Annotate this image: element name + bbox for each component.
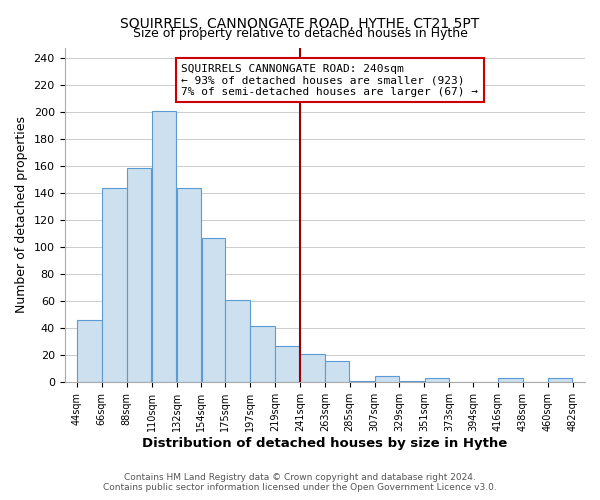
Bar bbox=[548, 378, 572, 382]
Bar bbox=[127, 168, 151, 382]
Text: Contains HM Land Registry data © Crown copyright and database right 2024.
Contai: Contains HM Land Registry data © Crown c… bbox=[103, 473, 497, 492]
Bar bbox=[226, 300, 250, 382]
Text: SQUIRRELS, CANNONGATE ROAD, HYTHE, CT21 5PT: SQUIRRELS, CANNONGATE ROAD, HYTHE, CT21 … bbox=[121, 18, 479, 32]
Bar bbox=[425, 378, 449, 382]
Bar bbox=[152, 111, 176, 382]
Bar bbox=[275, 346, 300, 383]
Text: SQUIRRELS CANNONGATE ROAD: 240sqm
← 93% of detached houses are smaller (923)
7% : SQUIRRELS CANNONGATE ROAD: 240sqm ← 93% … bbox=[181, 64, 478, 97]
Bar bbox=[350, 381, 374, 382]
Bar bbox=[400, 381, 424, 382]
Bar bbox=[202, 238, 225, 382]
Bar bbox=[375, 376, 399, 382]
Bar bbox=[300, 354, 325, 382]
Bar bbox=[102, 188, 127, 382]
X-axis label: Distribution of detached houses by size in Hythe: Distribution of detached houses by size … bbox=[142, 437, 508, 450]
Y-axis label: Number of detached properties: Number of detached properties bbox=[15, 116, 28, 314]
Bar bbox=[77, 320, 101, 382]
Bar bbox=[498, 378, 523, 382]
Text: Size of property relative to detached houses in Hythe: Size of property relative to detached ho… bbox=[133, 28, 467, 40]
Bar bbox=[177, 188, 201, 382]
Bar bbox=[325, 360, 349, 382]
Bar bbox=[250, 326, 275, 382]
